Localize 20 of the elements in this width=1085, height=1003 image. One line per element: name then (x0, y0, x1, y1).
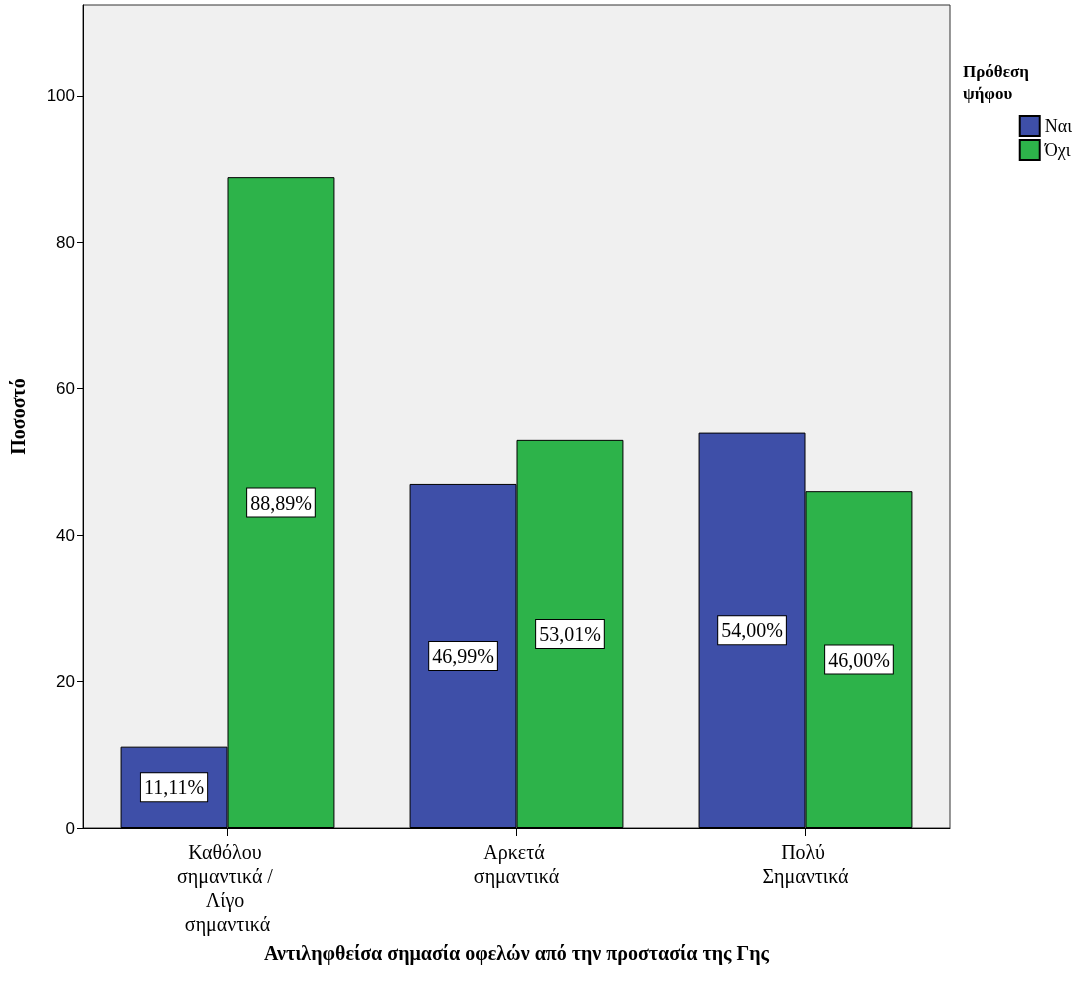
legend-label: Όχι (1043, 140, 1071, 160)
y-tick-label: 40 (56, 525, 75, 545)
x-tick-label: Πολύ Σημαντικά (762, 841, 850, 888)
x-tick-label: Καθόλου σημαντικά / Λίγο σημαντικά (177, 841, 278, 936)
y-tick-label: 60 (56, 379, 75, 399)
data-label: 11,11% (143, 776, 205, 799)
data-label: 46,00% (828, 648, 890, 671)
data-label: 54,00% (721, 619, 783, 642)
y-tick-label: 80 (56, 232, 75, 252)
y-axis-title: Ποσοστό (7, 378, 29, 455)
legend-title: Πρόθεση ψήφου (963, 61, 1029, 103)
x-tick-label: Αρκετά σημαντικά (473, 841, 560, 888)
x-axis-title: Αντιληφθείσα σημασία οφελών από την προστασία της Γης (264, 941, 770, 965)
data-label: 46,99% (432, 644, 494, 667)
data-label: 53,01% (539, 622, 601, 645)
y-tick-label: 20 (56, 672, 75, 692)
y-tick-label: 0 (65, 818, 75, 838)
legend-label: Ναι (1044, 116, 1073, 136)
data-label: 88,89% (250, 491, 312, 514)
y-tick-label: 100 (46, 86, 75, 106)
